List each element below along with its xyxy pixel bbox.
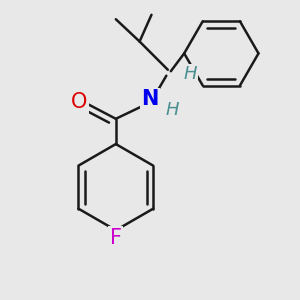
Text: O: O <box>71 92 87 112</box>
Text: H: H <box>183 65 197 83</box>
Text: H: H <box>166 101 179 119</box>
Text: N: N <box>141 89 159 110</box>
Text: F: F <box>110 228 122 248</box>
